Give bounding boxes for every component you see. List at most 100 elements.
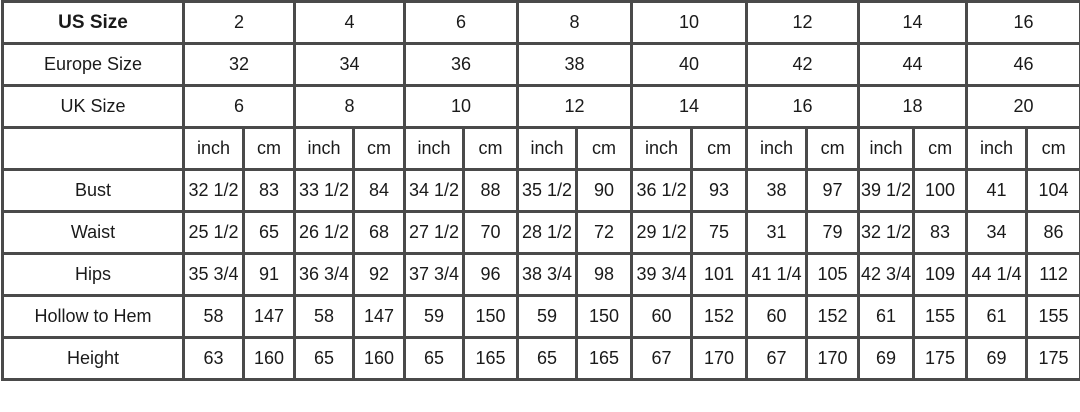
measurement-cell: 39 3/4 <box>630 252 694 297</box>
unit-row: inch cm inch cm inch cm inch cm inch cm inch cm inch… <box>1 126 1080 171</box>
measurement-row: Waist 25 1/2 65 26 1/2 68 27 1/2 70 28 1/2 72 29 … <box>1 210 1080 255</box>
unit-inch: inch <box>403 126 466 171</box>
measurement-cell: 60 <box>630 294 694 339</box>
size-cell: 14 <box>857 0 969 45</box>
measurement-cell: 26 1/2 <box>293 210 356 255</box>
measurement-cell: 36 3/4 <box>293 252 356 297</box>
size-cell: 40 <box>630 42 749 87</box>
size-cell: 6 <box>181 84 297 129</box>
measurement-cell: 33 1/2 <box>293 168 356 213</box>
row-label: Europe Size <box>1 42 185 87</box>
measurement-cell: 90 <box>575 168 634 213</box>
size-chart-table: US Size 2 4 6 8 10 12 14 16 Europe Size 32 34 36 38 40… <box>1 0 1080 381</box>
measurement-cell: 79 <box>805 210 861 255</box>
measurement-cell: 155 <box>1025 294 1080 339</box>
measurement-cell: 65 <box>403 336 466 381</box>
measurement-cell: 160 <box>241 336 297 381</box>
size-cell: 42 <box>745 42 861 87</box>
measurement-cell: 165 <box>575 336 634 381</box>
row-label: Height <box>1 336 185 381</box>
size-cell: 12 <box>516 84 634 129</box>
measurement-cell: 32 1/2 <box>182 168 245 213</box>
measurement-cell: 27 1/2 <box>403 210 466 255</box>
measurement-cell: 61 <box>965 294 1029 339</box>
unit-cm: cm <box>462 126 520 171</box>
size-cell: 8 <box>293 84 407 129</box>
size-cell: 16 <box>745 84 861 129</box>
measurement-cell: 92 <box>352 252 407 297</box>
measurement-cell: 63 <box>182 336 245 381</box>
measurement-cell: 147 <box>241 294 297 339</box>
size-cell: 18 <box>857 84 969 129</box>
measurement-cell: 60 <box>745 294 809 339</box>
row-label: Hips <box>1 252 185 297</box>
measurement-cell: 41 1/4 <box>745 252 809 297</box>
row-label: UK Size <box>1 84 185 129</box>
unit-inch: inch <box>516 126 579 171</box>
size-cell: 4 <box>293 0 407 45</box>
size-cell: 44 <box>857 42 969 87</box>
measurement-cell: 65 <box>241 210 297 255</box>
unit-inch: inch <box>857 126 916 171</box>
measurement-cell: 29 1/2 <box>630 210 694 255</box>
size-row: US Size 2 4 6 8 10 12 14 16 <box>1 0 1080 45</box>
measurement-cell: 88 <box>462 168 520 213</box>
measurement-cell: 38 <box>745 168 809 213</box>
empty-cell <box>1 126 185 171</box>
measurement-cell: 61 <box>857 294 916 339</box>
unit-cm: cm <box>241 126 297 171</box>
measurement-cell: 67 <box>745 336 809 381</box>
measurement-cell: 67 <box>630 336 694 381</box>
measurement-cell: 58 <box>182 294 245 339</box>
measurement-cell: 32 1/2 <box>857 210 916 255</box>
size-cell: 32 <box>181 42 297 87</box>
size-cell: 10 <box>403 84 520 129</box>
size-cell: 16 <box>965 0 1080 45</box>
measurement-cell: 72 <box>575 210 634 255</box>
measurement-cell: 170 <box>690 336 749 381</box>
measurement-cell: 152 <box>805 294 861 339</box>
measurement-cell: 83 <box>912 210 969 255</box>
measurement-cell: 170 <box>805 336 861 381</box>
row-label: Hollow to Hem <box>1 294 185 339</box>
measurement-cell: 70 <box>462 210 520 255</box>
unit-cm: cm <box>1025 126 1080 171</box>
measurement-cell: 160 <box>352 336 407 381</box>
size-cell: 10 <box>630 0 749 45</box>
measurement-cell: 37 3/4 <box>403 252 466 297</box>
unit-cm: cm <box>575 126 634 171</box>
row-label: Waist <box>1 210 185 255</box>
measurement-cell: 105 <box>805 252 861 297</box>
size-cell: 20 <box>965 84 1080 129</box>
measurement-row: Hollow to Hem 58 147 58 147 59 150 59 150 60 152 60… <box>1 294 1080 339</box>
size-row: UK Size 6 8 10 12 14 16 18 20 <box>1 84 1080 129</box>
measurement-cell: 109 <box>912 252 969 297</box>
measurement-cell: 42 3/4 <box>857 252 916 297</box>
size-cell: 12 <box>745 0 861 45</box>
measurement-cell: 58 <box>293 294 356 339</box>
measurement-cell: 25 1/2 <box>182 210 245 255</box>
measurement-cell: 28 1/2 <box>516 210 579 255</box>
size-cell: 2 <box>181 0 297 45</box>
measurement-cell: 83 <box>241 168 297 213</box>
measurement-cell: 35 3/4 <box>182 252 245 297</box>
measurement-cell: 31 <box>745 210 809 255</box>
unit-inch: inch <box>182 126 245 171</box>
measurement-cell: 65 <box>516 336 579 381</box>
unit-cm: cm <box>912 126 969 171</box>
size-cell: 38 <box>516 42 634 87</box>
measurement-cell: 147 <box>352 294 407 339</box>
measurement-cell: 104 <box>1025 168 1080 213</box>
measurement-cell: 36 1/2 <box>630 168 694 213</box>
size-cell: 36 <box>403 42 520 87</box>
unit-inch: inch <box>630 126 694 171</box>
size-cell: 34 <box>293 42 407 87</box>
measurement-cell: 155 <box>912 294 969 339</box>
measurement-cell: 93 <box>690 168 749 213</box>
row-label: US Size <box>1 0 185 45</box>
measurement-cell: 96 <box>462 252 520 297</box>
measurement-cell: 59 <box>403 294 466 339</box>
unit-inch: inch <box>745 126 809 171</box>
measurement-row: Height 63 160 65 160 65 165 65 165 67 170 67 170 69 17… <box>1 336 1080 381</box>
unit-inch: inch <box>293 126 356 171</box>
